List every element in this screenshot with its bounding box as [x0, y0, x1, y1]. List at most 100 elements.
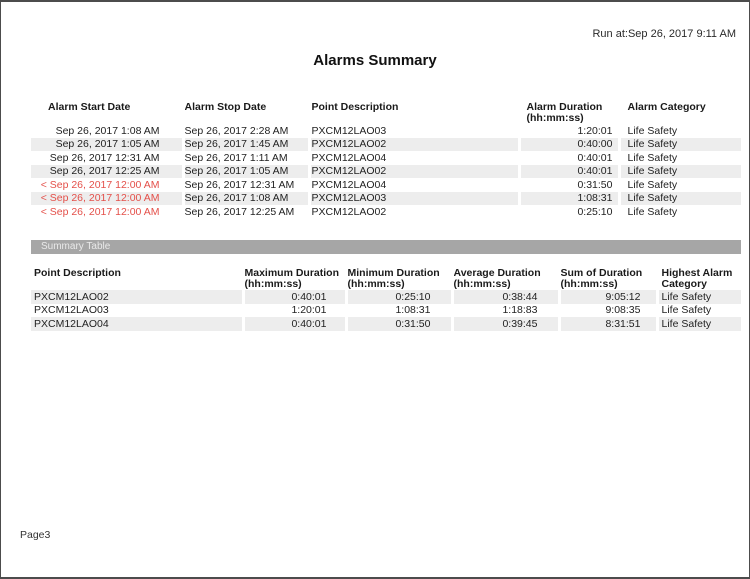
alarm-start-date: Sep 26, 2017 12:31 AM [49, 151, 160, 164]
alarm-category: Life Safety [617, 205, 741, 219]
alarm-duration: 0:40:00 [517, 137, 619, 151]
alarm-duration: 0:40:01 [517, 151, 619, 165]
alarm-start-date-flagged: < Sep 26, 2017 12:00 AM [40, 178, 160, 191]
col-alarm-category: Alarm Category [617, 100, 741, 124]
maximum-duration: 0:40:01 [241, 317, 346, 331]
alarm-row: Sep 26, 2017 1:05 AM Sep 26, 2017 1:45 A… [31, 137, 741, 151]
col-alarm-stop-date: Alarm Stop Date [181, 100, 309, 124]
alarm-start-date-flagged: < Sep 26, 2017 12:00 AM [31, 191, 183, 205]
alarm-row: < Sep 26, 2017 12:00 AM Sep 26, 2017 1:0… [31, 191, 741, 205]
alarm-category: Life Safety [617, 124, 741, 138]
maximum-duration: 0:40:01 [241, 290, 346, 304]
alarm-category: Life Safety [617, 191, 741, 205]
col-label: Maximum Duration [244, 267, 340, 279]
alarms-table: Alarm Start Date Alarm Stop Date Point D… [31, 100, 741, 219]
col-label: Alarm Duration [526, 101, 603, 113]
alarm-duration: 0:31:50 [517, 178, 619, 192]
alarms-header-row: Alarm Start Date Alarm Stop Date Point D… [31, 100, 741, 124]
point-description: PXCM12LAO03 [307, 124, 519, 138]
col-highest-alarm-category: Highest Alarm Category [655, 266, 741, 290]
alarm-duration: 0:25:10 [517, 205, 619, 219]
page-number: Page3 [20, 529, 51, 541]
col-sublabel: (hh:mm:ss) [560, 278, 618, 290]
point-description: PXCM12LAO03 [34, 304, 109, 317]
average-duration: 0:38:44 [450, 290, 559, 304]
point-description: PXCM12LAO02 [307, 205, 519, 219]
point-description: PXCM12LAO04 [307, 151, 519, 165]
alarm-row: Sep 26, 2017 12:25 AM Sep 26, 2017 1:05 … [31, 164, 741, 178]
point-description: PXCM12LAO03 [307, 191, 519, 205]
summary-row: PXCM12LAO04 0:40:01 0:31:50 0:39:45 8:31… [31, 317, 741, 331]
alarm-category: Life Safety [617, 164, 741, 178]
minimum-duration: 1:08:31 [344, 303, 452, 317]
col-sublabel: Category [661, 278, 708, 290]
alarm-duration: 1:20:01 [517, 124, 619, 138]
alarm-row: Sep 26, 2017 1:08 AM Sep 26, 2017 2:28 A… [31, 124, 741, 138]
alarm-category: Life Safety [617, 151, 741, 165]
col-sublabel: (hh:mm:ss) [453, 278, 511, 290]
alarm-start-date: Sep 26, 2017 1:08 AM [55, 124, 160, 137]
alarm-category: Life Safety [617, 178, 741, 192]
summary-section-band: Summary Table [31, 240, 741, 254]
sum-of-duration: 8:31:51 [557, 317, 657, 331]
col-label: Alarm Stop Date [184, 101, 267, 113]
summary-header-row: Point Description Maximum Duration (hh:mm… [31, 266, 741, 290]
col-maximum-duration: Maximum Duration (hh:mm:ss) [241, 266, 346, 290]
point-description: PXCM12LAO02 [31, 290, 243, 304]
minimum-duration: 0:25:10 [344, 290, 452, 304]
col-label: Average Duration [453, 267, 541, 279]
col-alarm-duration: Alarm Duration (hh:mm:ss) [517, 100, 619, 124]
average-duration: 1:18:83 [450, 303, 559, 317]
col-sublabel: (hh:mm:ss) [244, 278, 302, 290]
alarm-row: < Sep 26, 2017 12:00 AM Sep 26, 2017 12:… [31, 178, 741, 192]
alarm-row: < Sep 26, 2017 12:00 AM Sep 26, 2017 12:… [31, 205, 741, 219]
col-alarm-start-date: Alarm Start Date [31, 100, 183, 124]
maximum-duration: 1:20:01 [241, 303, 346, 317]
point-description: PXCM12LAO04 [307, 178, 519, 192]
alarm-start-date-flagged: < Sep 26, 2017 12:00 AM [40, 205, 160, 218]
col-label: Minimum Duration [347, 267, 440, 279]
col-label: Point Description [34, 267, 121, 279]
sum-of-duration: 9:08:35 [557, 303, 657, 317]
alarm-stop-date: Sep 26, 2017 12:31 AM [181, 178, 309, 192]
col-label: Sum of Duration [560, 267, 643, 279]
col-sum-of-duration: Sum of Duration (hh:mm:ss) [557, 266, 657, 290]
point-description: PXCM12LAO04 [31, 317, 243, 331]
average-duration: 0:39:45 [450, 317, 559, 331]
alarm-stop-date: Sep 26, 2017 1:08 AM [181, 191, 309, 205]
alarm-row: Sep 26, 2017 12:31 AM Sep 26, 2017 1:11 … [31, 151, 741, 165]
alarm-duration: 1:08:31 [517, 191, 619, 205]
alarm-stop-date: Sep 26, 2017 1:05 AM [181, 164, 309, 178]
col-label: Highest Alarm [661, 267, 733, 279]
summary-band-label: Summary Table [41, 241, 111, 252]
alarm-stop-date: Sep 26, 2017 1:45 AM [181, 137, 309, 151]
alarm-stop-date: Sep 26, 2017 2:28 AM [181, 124, 309, 138]
alarm-start-date: Sep 26, 2017 12:25 AM [31, 164, 183, 178]
col-point-description: Point Description [307, 100, 519, 124]
col-minimum-duration: Minimum Duration (hh:mm:ss) [344, 266, 452, 290]
highest-alarm-category: Life Safety [655, 303, 741, 317]
point-description: PXCM12LAO02 [307, 137, 519, 151]
col-sublabel: (hh:mm:ss) [526, 112, 584, 124]
minimum-duration: 0:31:50 [344, 317, 452, 331]
report-title: Alarms Summary [313, 52, 437, 69]
highest-alarm-category: Life Safety [655, 290, 741, 304]
col-average-duration: Average Duration (hh:mm:ss) [450, 266, 559, 290]
run-timestamp: Run at:Sep 26, 2017 9:11 AM [592, 28, 736, 40]
sum-of-duration: 9:05:12 [557, 290, 657, 304]
col-point-description: Point Description [31, 266, 243, 290]
summary-row: PXCM12LAO03 1:20:01 1:08:31 1:18:83 9:08… [31, 303, 741, 317]
summary-row: PXCM12LAO02 0:40:01 0:25:10 0:38:44 9:05… [31, 290, 741, 304]
col-sublabel: (hh:mm:ss) [347, 278, 405, 290]
alarm-stop-date: Sep 26, 2017 1:11 AM [181, 151, 309, 165]
point-description: PXCM12LAO02 [307, 164, 519, 178]
col-label: Alarm Start Date [48, 101, 131, 113]
alarm-start-date: Sep 26, 2017 1:05 AM [31, 137, 183, 151]
col-label: Point Description [311, 101, 399, 113]
summary-table: Point Description Maximum Duration (hh:mm… [31, 266, 741, 331]
alarm-category: Life Safety [617, 137, 741, 151]
col-label: Alarm Category [627, 101, 706, 113]
highest-alarm-category: Life Safety [655, 317, 741, 331]
alarm-stop-date: Sep 26, 2017 12:25 AM [181, 205, 309, 219]
